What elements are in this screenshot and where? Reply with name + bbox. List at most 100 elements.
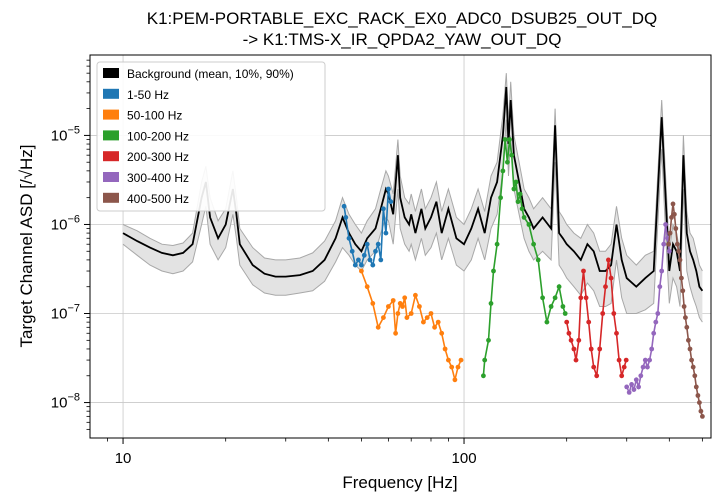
data-point [383, 230, 389, 236]
y-tick-exponent: −8 [67, 392, 80, 404]
data-point [647, 357, 652, 363]
data-point [513, 179, 519, 185]
data-point [455, 364, 461, 370]
data-point [653, 319, 659, 325]
data-point [666, 241, 671, 247]
data-point [509, 152, 515, 158]
percentile-90-line [122, 73, 703, 272]
percentile-band-fill [123, 73, 703, 323]
legend-swatch [103, 109, 119, 120]
data-point [619, 373, 625, 379]
data-point [531, 241, 536, 247]
data-point [623, 357, 629, 363]
data-point [370, 262, 376, 268]
series-400-500hz [666, 201, 705, 419]
series-1-50hz [341, 186, 394, 268]
legend-label: 1-50 Hz [127, 88, 169, 102]
data-point [408, 311, 414, 316]
data-point [361, 252, 367, 258]
data-point [683, 315, 688, 320]
data-point [359, 262, 364, 268]
data-point [581, 268, 586, 274]
background-mean-line [122, 86, 704, 292]
data-point [616, 357, 622, 363]
data-point [395, 311, 401, 316]
data-point [498, 195, 503, 201]
data-point [505, 159, 510, 165]
data-point [521, 215, 527, 220]
data-point [486, 337, 491, 343]
data-point [359, 268, 364, 274]
chart-subtitle: -> K1:TMS-X_IR_QPDA2_YAW_OUT_DQ [243, 30, 562, 49]
y-tick-label: 10−5 [51, 124, 80, 144]
y-tick-base: 10 [51, 395, 68, 412]
data-point [507, 137, 512, 142]
data-point [697, 400, 702, 405]
data-point [442, 346, 448, 352]
data-point [428, 311, 434, 316]
data-point [606, 257, 611, 263]
data-point [494, 241, 500, 247]
data-point [488, 301, 494, 306]
y-tick-exponent: −7 [67, 303, 80, 315]
data-point [597, 346, 603, 352]
data-point [629, 382, 634, 387]
data-point [356, 257, 361, 263]
series-100-200hz [481, 137, 568, 379]
data-point [608, 275, 614, 281]
data-point [367, 257, 373, 263]
data-point [349, 248, 355, 254]
data-point [370, 301, 376, 306]
data-point [341, 203, 347, 209]
data-point [388, 199, 394, 205]
data-point [346, 235, 352, 241]
data-point [698, 408, 704, 414]
data-point [594, 373, 600, 379]
data-point [642, 357, 648, 363]
data-point [666, 248, 672, 254]
legend-swatch [103, 88, 119, 99]
data-point [663, 222, 668, 227]
data-point [364, 241, 370, 247]
series-300-400hz [624, 222, 672, 395]
legend-label: 400-500 Hz [127, 192, 189, 206]
data-point [343, 215, 349, 220]
chart-title: K1:PEM-PORTABLE_EXC_RACK_EX0_ADC0_DSUB25… [147, 9, 658, 28]
data-point [661, 241, 667, 247]
y-axis-label: Target Channel ASD [/√Hz] [17, 144, 36, 347]
legend-label: Background (mean, 10%, 90%) [127, 67, 294, 81]
data-point [560, 304, 566, 309]
data-point [583, 295, 589, 301]
data-point [400, 304, 405, 309]
data-point [519, 206, 525, 212]
data-point [676, 248, 682, 254]
data-point [381, 315, 386, 320]
data-point [677, 257, 683, 263]
data-point [540, 295, 545, 301]
data-point [439, 330, 445, 336]
data-point [690, 364, 696, 370]
data-point [364, 284, 370, 290]
data-point [424, 315, 430, 320]
data-point [402, 295, 408, 301]
data-point [413, 292, 418, 298]
data-point [611, 311, 617, 316]
data-point [552, 295, 558, 301]
data-point [446, 357, 451, 363]
data-point [600, 311, 606, 316]
data-point [633, 377, 639, 383]
series-50-100hz [359, 268, 464, 383]
x-tick-label: 10 [115, 450, 132, 467]
legend-label: 50-100 Hz [127, 109, 182, 123]
data-point [500, 168, 506, 174]
plot-frame [89, 54, 712, 439]
data-point [679, 275, 684, 281]
data-point [645, 364, 650, 370]
data-point [378, 257, 384, 263]
data-point [352, 262, 358, 268]
data-point [390, 298, 396, 303]
y-tick-base: 10 [51, 306, 68, 323]
data-point [373, 248, 378, 254]
data-point [544, 319, 550, 325]
data-point [562, 311, 568, 316]
